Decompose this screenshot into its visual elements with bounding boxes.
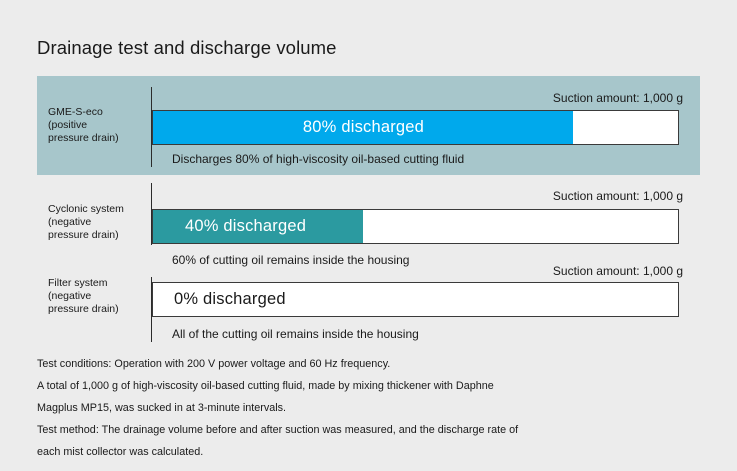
system-label-line: Cyclonic system — [48, 203, 124, 215]
system-label-line: pressure drain) — [48, 229, 119, 241]
system-label-line: GME-S-eco — [48, 106, 103, 118]
bar-gme — [153, 111, 573, 144]
system-label-gme: GME-S-eco (positive pressure drain) — [48, 106, 119, 145]
system-label-line: (positive — [48, 119, 88, 131]
chart-title: Drainage test and discharge volume — [37, 37, 337, 58]
suction-label: Suction amount: 1,000 g — [552, 264, 683, 278]
bar-frame-gme: 80% discharged — [152, 110, 679, 145]
system-label-line: Filter system — [48, 277, 108, 289]
bar-value-label: 0% discharged — [174, 290, 286, 308]
bar-note: All of the cutting oil remains inside th… — [172, 327, 419, 341]
system-label-cyclonic: Cyclonic system (negative pressure drain… — [48, 203, 124, 242]
footer-line: A total of 1,000 g of high-viscosity oil… — [37, 380, 494, 392]
suction-label: Suction amount: 1,000 g — [552, 91, 683, 105]
system-label-line: (negative — [48, 290, 92, 302]
bar-note: Discharges 80% of high-viscosity oil-bas… — [172, 152, 465, 166]
bar-frame-filter: 0% discharged — [152, 282, 679, 317]
footer-line: Test conditions: Operation with 200 V po… — [37, 358, 391, 370]
footer-line: each mist collector was calculated. — [37, 446, 204, 458]
row-divider — [151, 87, 152, 167]
footer-line: Test method: The drainage volume before … — [37, 424, 519, 436]
row-divider — [151, 183, 152, 245]
bar-value-label: 80% discharged — [302, 118, 425, 136]
bar-note: 60% of cutting oil remains inside the ho… — [172, 253, 410, 267]
system-label-line: pressure drain) — [48, 303, 119, 315]
system-label-filter: Filter system (negative pressure drain) — [48, 277, 119, 316]
system-label-line: (negative — [48, 216, 92, 228]
system-label-line: pressure drain) — [48, 132, 119, 144]
bar-frame-cyclonic: 40% discharged — [152, 209, 679, 244]
suction-label: Suction amount: 1,000 g — [552, 189, 683, 203]
bar-value-label: 40% discharged — [185, 217, 307, 235]
footer-line: Magplus MP15, was sucked in at 3-minute … — [37, 402, 287, 414]
test-conditions: Test conditions: Operation with 200 V po… — [37, 353, 707, 463]
row-divider — [151, 277, 152, 342]
bar-cyclonic — [153, 210, 363, 243]
